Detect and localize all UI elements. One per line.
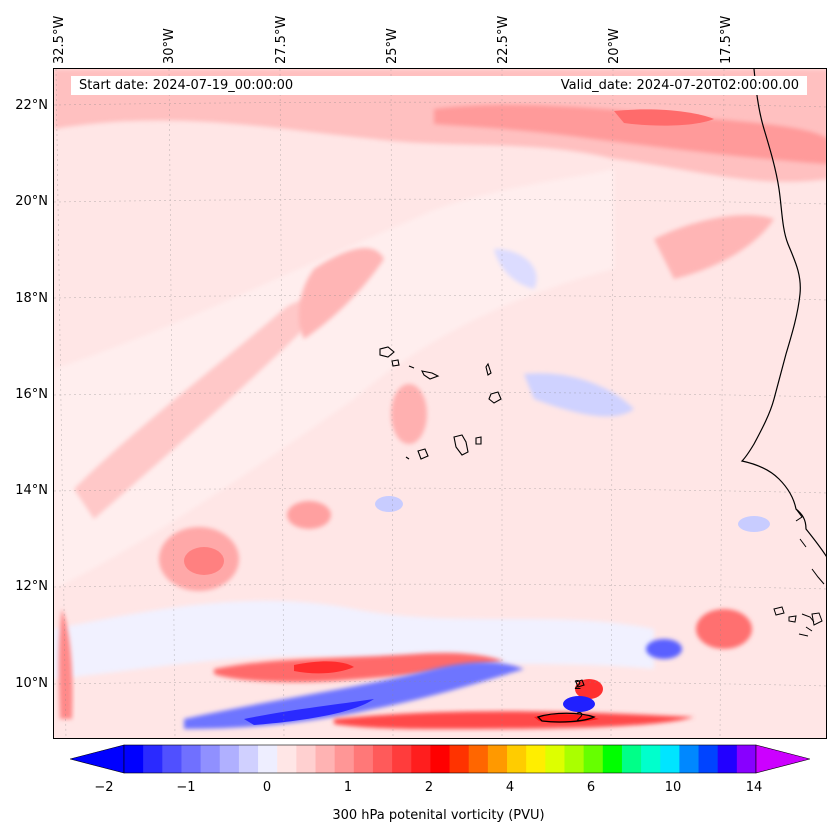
pv-blob-mid (391, 384, 427, 444)
colorbar-cell (430, 745, 451, 773)
colorbar-cell (507, 745, 527, 773)
cape-verde-islands (379, 346, 502, 460)
pv-blue-patch-4 (738, 516, 770, 532)
colorbar-cell (583, 745, 604, 773)
colorbar-cell (143, 745, 163, 773)
pv-south-blue-core (244, 699, 374, 725)
start-date: Start date: 2024-07-19_00:00:00 (79, 78, 294, 93)
colorbar-cell (296, 745, 317, 773)
colorbar-cell (219, 745, 240, 773)
colorbar-cell (162, 745, 182, 773)
pv-east-blue (646, 639, 682, 659)
colorbar-label: 300 hPa potenital vorticity (PVU) (332, 808, 545, 823)
cb-tick-neg1: −1 (176, 780, 196, 795)
colorbar-cell (660, 745, 680, 773)
pv-blue-patch-2 (494, 249, 537, 289)
colorbar-cell (334, 745, 355, 773)
lon-label-30w: 30°W (162, 28, 177, 64)
contour-label-2-lower: 2 (576, 710, 584, 724)
lat-label-10n: 10°N (15, 676, 48, 691)
colorbar-cell (392, 745, 412, 773)
cb-tick-1: 1 (343, 780, 353, 795)
lat-label-16n: 16°N (15, 387, 48, 402)
lat-label-20n: 20°N (15, 194, 48, 209)
cb-tick-14: 14 (745, 780, 763, 795)
colorbar-cell (353, 745, 374, 773)
colorbar-cell (124, 745, 144, 773)
colorbar-cell (545, 745, 565, 773)
colorbar-under-arrow (70, 744, 125, 774)
colorbar-cell (641, 745, 661, 773)
lon-label-20w: 20°W (607, 28, 622, 64)
lon-label-32-5w: 32.5°W (52, 15, 67, 64)
date-info-bar: Start date: 2024-07-19_00:00:00 Valid_da… (71, 76, 807, 95)
pv-band-pale (54, 169, 614, 589)
pv-band-pale-2 (54, 600, 654, 679)
cb-tick-2: 2 (424, 780, 434, 795)
contour-label-2-upper: 2 (574, 678, 582, 692)
colorbar-cell (717, 745, 738, 773)
pv-north-core (434, 104, 826, 164)
colorbar-cell (200, 745, 221, 773)
colorbar-cell (449, 745, 470, 773)
pv-blob-south-blue (563, 696, 595, 712)
pv-streamer-2 (298, 248, 384, 339)
colorbar-cell (468, 745, 489, 773)
colorbar-cell (621, 745, 642, 773)
pv-2-contour (536, 712, 596, 723)
pv-blob-south-red (575, 679, 603, 699)
pv-blue-patch-1 (524, 373, 634, 417)
lon-label-17-5w: 17.5°W (719, 15, 734, 64)
colorbar-over-arrow (755, 744, 810, 774)
pv-south-red-band (214, 652, 504, 683)
pv-streamer-3 (654, 215, 774, 279)
colorbar-cell (564, 745, 585, 773)
bijagos-islands (773, 606, 823, 626)
cb-tick-0: 0 (262, 780, 272, 795)
colorbar-cell (181, 745, 202, 773)
cb-tick-6: 6 (586, 780, 596, 795)
colorbar-cell (698, 745, 719, 773)
africa-coast-detail (795, 508, 825, 637)
lon-label-25w: 25°W (385, 28, 400, 64)
lon-label-22-5w: 22.5°W (496, 15, 511, 64)
pv-west-edge (58, 609, 73, 719)
colorbar-cell (487, 745, 508, 773)
pv-field (54, 69, 826, 738)
pv-south-red-core (294, 661, 354, 674)
pv-2-contour-small (575, 679, 585, 688)
pv-south-red-bottom (334, 711, 694, 729)
colorbar-cell (238, 745, 259, 773)
pv-blob-center (287, 501, 331, 529)
pv-north-band (54, 69, 826, 182)
colorbar-cell (372, 745, 393, 773)
colorbar-cells (123, 744, 757, 774)
colorbar-cell (679, 745, 700, 773)
lat-label-22n: 22°N (15, 98, 48, 113)
pv-south-blue-band (184, 662, 524, 729)
cb-tick-10: 10 (664, 780, 682, 795)
cb-tick-4: 4 (505, 780, 515, 795)
colorbar-cell (411, 745, 431, 773)
pv-blue-patch-3 (375, 496, 403, 512)
valid-date: Valid_date: 2024-07-20T02:00:00.00 (560, 78, 799, 93)
pv-map: 2 2 (53, 68, 827, 739)
lat-label-18n: 18°N (15, 291, 48, 306)
pv-north-max (614, 109, 714, 126)
graticule (54, 69, 826, 738)
colorbar-cell (526, 745, 546, 773)
colorbar-cell (315, 745, 336, 773)
lat-label-14n: 14°N (15, 483, 48, 498)
colorbar-cell (602, 745, 623, 773)
colorbar-cell (736, 745, 757, 773)
lon-label-27-5w: 27.5°W (274, 15, 289, 64)
colorbar-cell (258, 745, 278, 773)
lat-label-12n: 12°N (15, 579, 48, 594)
colorbar-cell (277, 745, 297, 773)
pv-colorbar (70, 744, 810, 774)
cb-tick-neg2: −2 (94, 780, 114, 795)
pv-streamer-1 (74, 300, 317, 519)
pv-east-red (696, 609, 752, 649)
pv-blob-west-core (184, 547, 224, 575)
